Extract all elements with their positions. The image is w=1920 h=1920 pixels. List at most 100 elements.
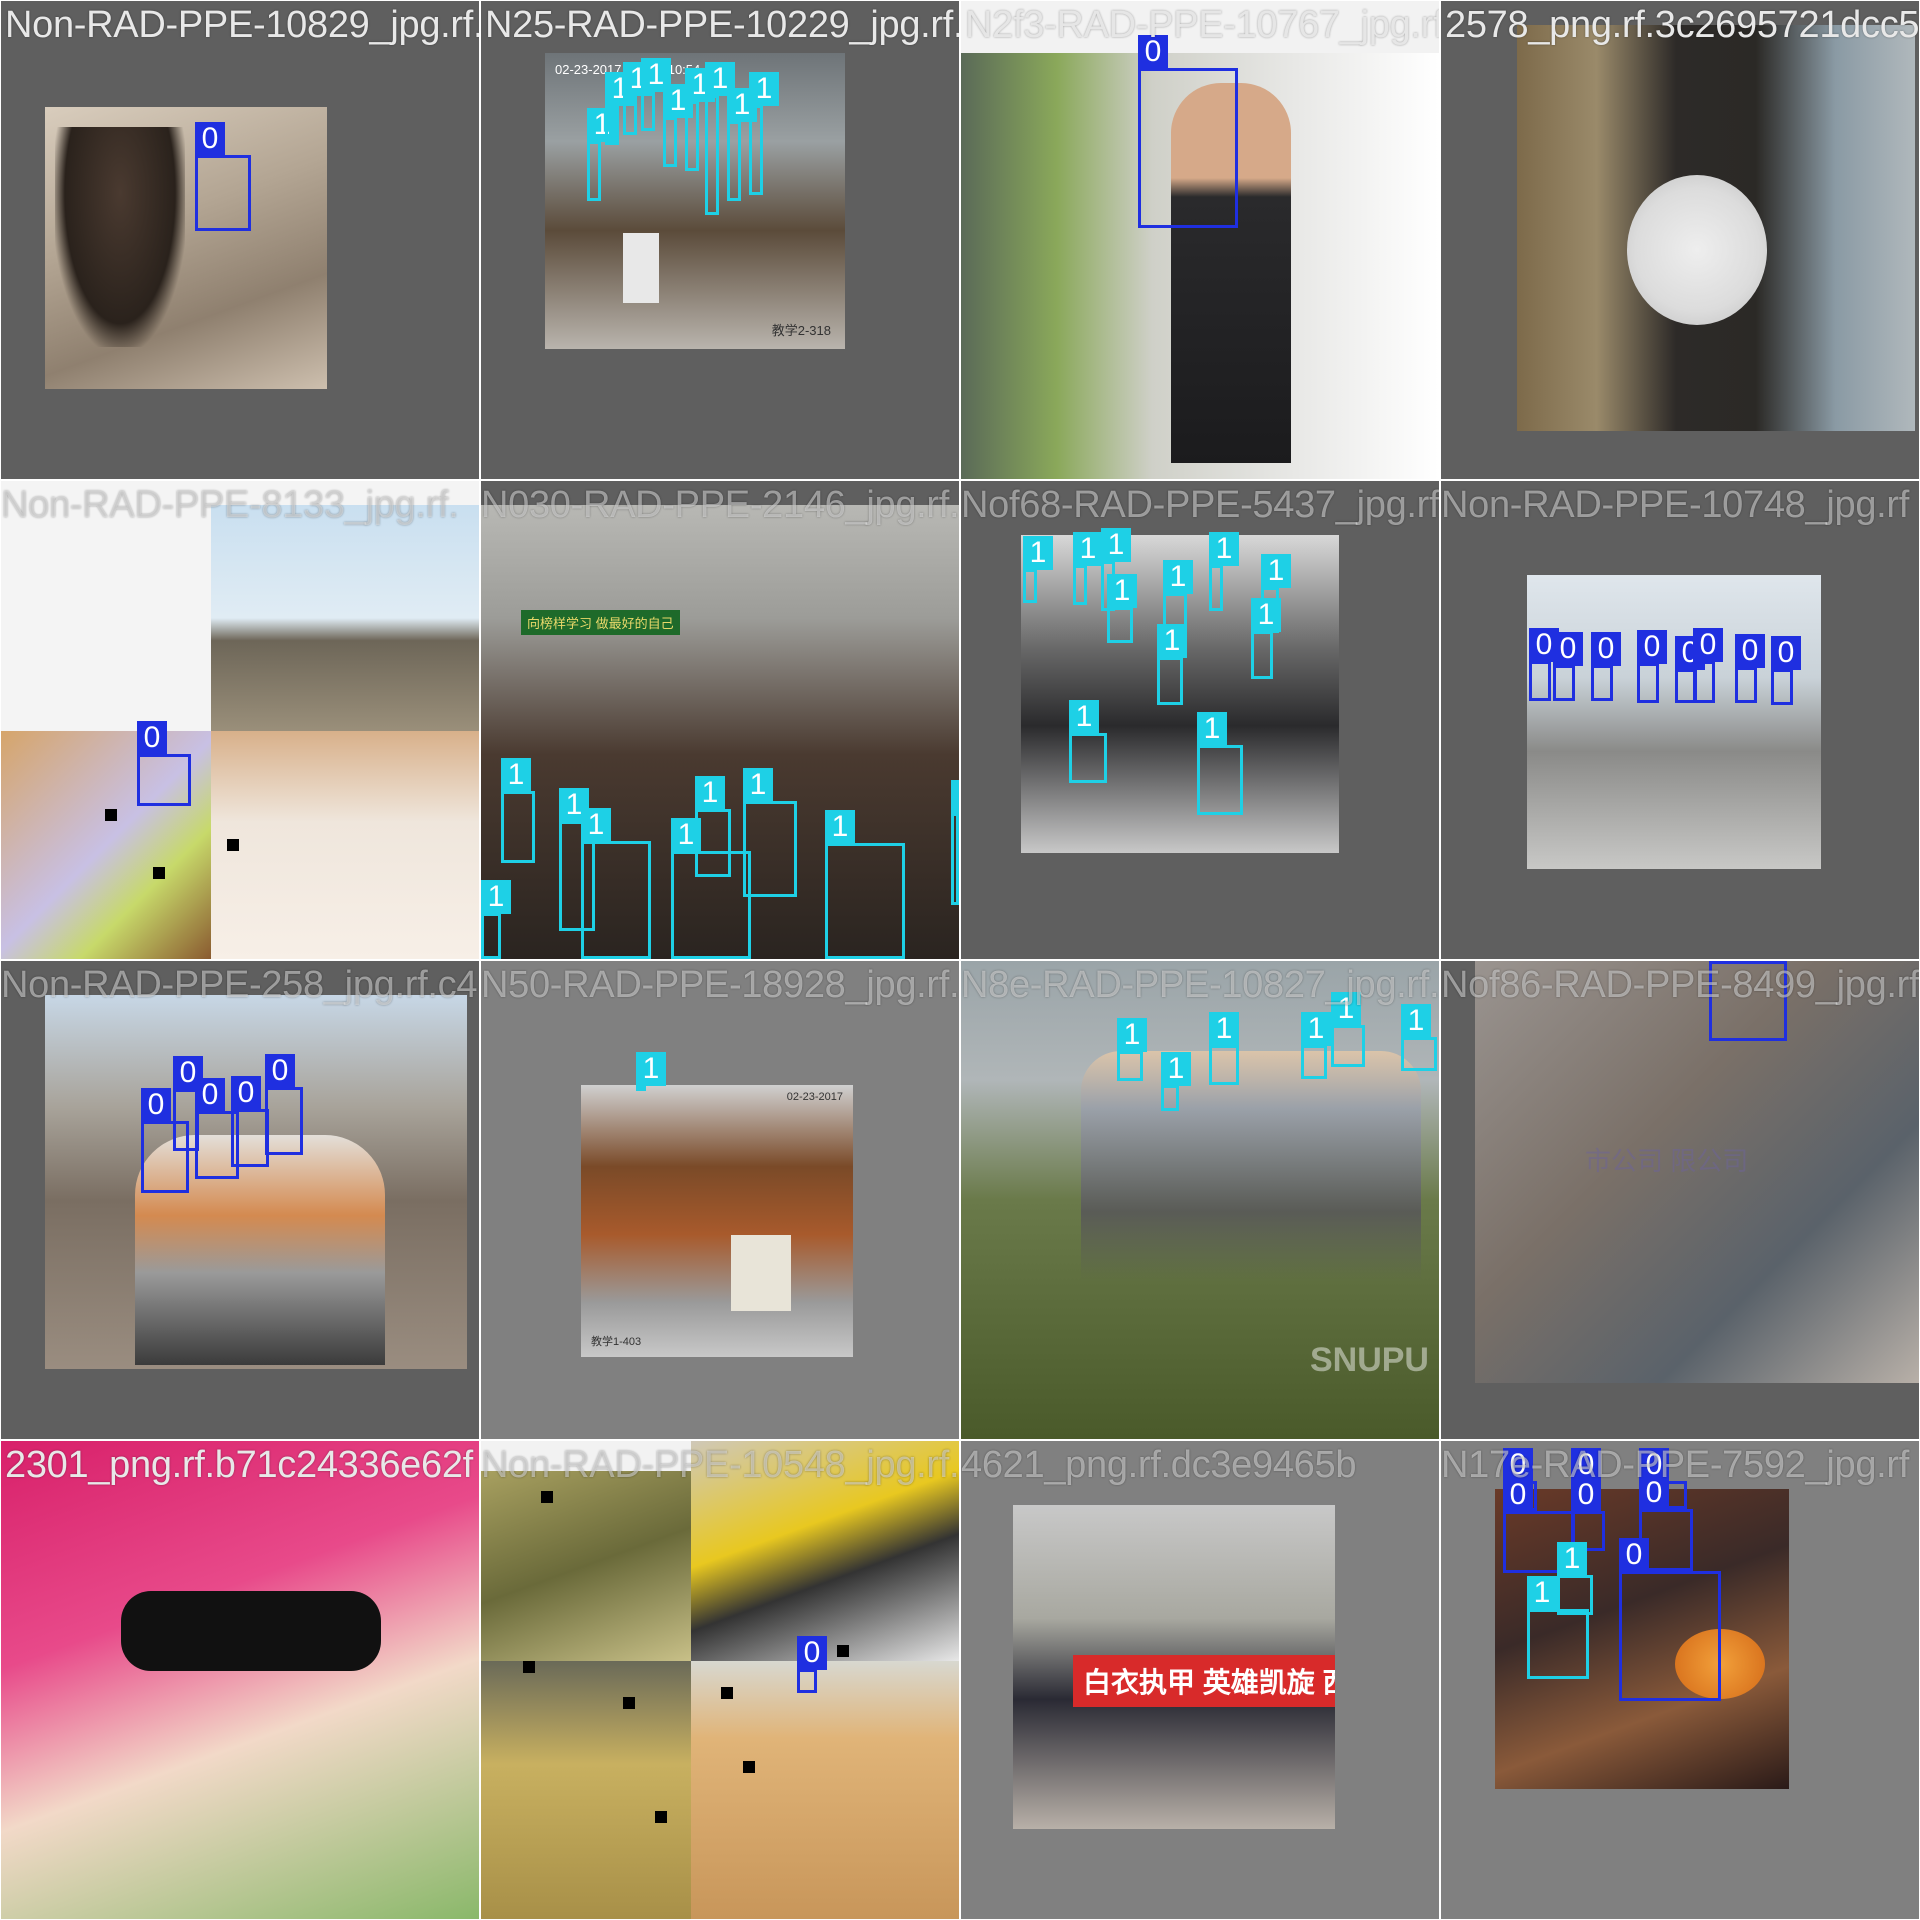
class-label: 1	[743, 768, 773, 802]
class-label: 0	[265, 1054, 295, 1088]
helmet-box: 0	[231, 1076, 269, 1167]
tile-3: 0 N2f3-RAD-PPE-10767_jpg.rf.	[961, 1, 1439, 479]
mask-figure	[1627, 175, 1767, 325]
class-label: 0	[1637, 630, 1667, 664]
tile-5: 0 Non-RAD-PPE-8133_jpg.rf.	[1, 481, 479, 959]
head-box: 1	[727, 88, 757, 201]
tile-photo	[1, 731, 211, 959]
helmet-box: 0	[1693, 628, 1723, 703]
worker-figure	[55, 127, 185, 347]
tile-photo	[211, 731, 479, 959]
tile-photo	[481, 1471, 691, 1661]
class-label: 1	[501, 758, 531, 792]
banner-text: 市公司 限公司	[1585, 1146, 1749, 1176]
head-box: 1	[1073, 532, 1103, 605]
tile-12: 市公司 限公司 0 Nof86-RAD-PPE-8499_jpg.rf	[1441, 961, 1919, 1439]
tile-label: 2578_png.rf.3c2695721dcc57	[1445, 4, 1919, 46]
head-box: 1	[1023, 536, 1053, 603]
tile-photo	[691, 1441, 959, 1661]
helmet-box: 0	[265, 1054, 303, 1155]
head-box: 1	[1527, 1576, 1589, 1679]
class-label: 0	[797, 1636, 827, 1670]
person-figure	[1171, 83, 1291, 463]
helmet-box: 0	[1771, 636, 1801, 705]
class-label: 0	[1639, 1476, 1669, 1510]
marker	[623, 1697, 635, 1709]
marker	[523, 1661, 535, 1673]
head-box: 1	[1157, 624, 1187, 705]
tile-label: Nof86-RAD-PPE-8499_jpg.rf	[1441, 964, 1919, 1006]
marker	[541, 1491, 553, 1503]
tile-photo: 白衣执甲 英雄凯旋 西	[1013, 1505, 1335, 1829]
room-text: 教学1-403	[591, 1336, 642, 1348]
tile-15: 白衣执甲 英雄凯旋 西 4621_png.rf.dc3e9465b	[961, 1441, 1439, 1919]
class-label: 1	[1209, 1012, 1239, 1046]
head-box: 1	[1197, 712, 1243, 815]
helmet-box: 0	[1553, 632, 1583, 701]
tile-label: N25-RAD-PPE-10229_jpg.rf.	[485, 4, 959, 46]
class-label: 1	[1197, 712, 1227, 746]
class-label: 0	[231, 1076, 261, 1110]
tile-2: 02-23-2017 星期四 10:54 教学2-318 1 1 1 1 1 1…	[481, 1, 959, 479]
marker	[227, 839, 239, 851]
marker	[837, 1645, 849, 1657]
tile-photo: 02-23-2017 教学1-403	[581, 1085, 853, 1357]
head-box: 1	[685, 68, 715, 171]
class-label: 0	[1709, 961, 1739, 964]
class-label: 0	[1503, 1478, 1533, 1512]
class-label: 1	[1163, 560, 1193, 594]
class-label: 1	[1107, 574, 1137, 608]
head-box: 1	[587, 108, 617, 201]
tile-9: 0 0 0 0 0 Non-RAD-PPE-258_jpg.rf.c4	[1, 961, 479, 1439]
class-label: 1	[581, 808, 611, 842]
tile-label: N50-RAD-PPE-18928_jpg.rf.	[481, 964, 959, 1006]
tile-10: 02-23-2017 教学1-403 1 N50-RAD-PPE-18928_j…	[481, 961, 959, 1439]
watermark-text: SNUPU	[1309, 1341, 1429, 1379]
head-box: 1	[605, 72, 635, 145]
class-label: 1	[1157, 624, 1187, 658]
marker	[743, 1761, 755, 1773]
tile-photo	[481, 1661, 691, 1919]
marker	[105, 809, 117, 821]
helmet-box: 0	[797, 1636, 827, 1693]
helmet-box: 0	[137, 721, 191, 806]
head-box: 1	[501, 758, 535, 863]
class-label: 1	[951, 780, 959, 814]
helmet-box: 0	[1709, 961, 1787, 1041]
class-label: 1	[481, 880, 511, 914]
workers-figure	[135, 1135, 385, 1365]
helmet-box: 0	[1639, 1476, 1693, 1571]
class-label: 0	[137, 721, 167, 755]
banner-text: 白衣执甲 英雄凯旋 西	[1073, 1655, 1335, 1707]
helmet-box: 0	[1138, 35, 1238, 228]
helmet-box: 0	[1503, 1478, 1575, 1573]
class-label: 1	[1069, 700, 1099, 734]
tile-photo	[961, 53, 1439, 479]
class-label: 1	[1401, 1004, 1431, 1038]
tile-label: N8e-RAD-PPE-10827_jpg.rf.	[961, 964, 1439, 1006]
class-label: 1	[1251, 598, 1281, 632]
head-box: 1	[825, 810, 905, 959]
head-box: 1	[1401, 1004, 1437, 1071]
tile-photo	[45, 107, 327, 389]
head-box: 1	[1107, 574, 1137, 643]
class-label: 1	[1261, 554, 1291, 588]
head-box: 1	[641, 58, 671, 131]
helmet-box: 0	[1571, 1478, 1605, 1551]
tile-label: Non-RAD-PPE-10829_jpg.rf.	[5, 4, 479, 46]
helmet-box: 0	[1735, 634, 1765, 703]
helmet-box: 0	[141, 1088, 189, 1193]
tile-label: Non-RAD-PPE-8133_jpg.rf.	[1, 484, 459, 526]
tile-label: Non-RAD-PPE-10548_jpg.rf.4	[481, 1444, 959, 1486]
marker	[721, 1687, 733, 1699]
tile-8: 0 0 0 0 0 0 0 0 Non-RAD-PPE-10748_jpg.rf	[1441, 481, 1919, 959]
tile-photo	[691, 1661, 959, 1919]
class-label: 0	[1735, 634, 1765, 668]
head-box: 1	[481, 880, 511, 959]
class-label: 1	[1101, 528, 1131, 562]
helmet-box: 0	[195, 1078, 239, 1179]
marker	[655, 1811, 667, 1823]
tile-13: 2301_png.rf.b71c24336e62f	[1, 1441, 479, 1919]
class-label: 1	[636, 1052, 666, 1086]
tile-14: 0 Non-RAD-PPE-10548_jpg.rf.4	[481, 1441, 959, 1919]
